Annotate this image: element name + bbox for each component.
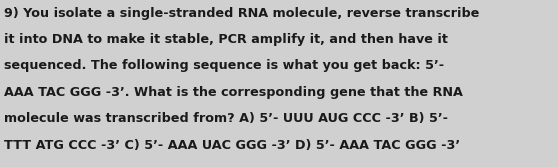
Text: it into DNA to make it stable, PCR amplify it, and then have it: it into DNA to make it stable, PCR ampli… bbox=[4, 33, 448, 46]
Text: molecule was transcribed from? A) 5’- UUU AUG CCC -3’ B) 5’-: molecule was transcribed from? A) 5’- UU… bbox=[4, 112, 449, 125]
Text: TTT ATG CCC -3’ C) 5’- AAA UAC GGG -3’ D) 5’- AAA TAC GGG -3’: TTT ATG CCC -3’ C) 5’- AAA UAC GGG -3’ D… bbox=[4, 139, 460, 152]
Text: sequenced. The following sequence is what you get back: 5’-: sequenced. The following sequence is wha… bbox=[4, 59, 445, 72]
Text: 9) You isolate a single-stranded RNA molecule, reverse transcribe: 9) You isolate a single-stranded RNA mol… bbox=[4, 7, 480, 20]
Text: AAA TAC GGG -3’. What is the corresponding gene that the RNA: AAA TAC GGG -3’. What is the correspondi… bbox=[4, 86, 463, 99]
